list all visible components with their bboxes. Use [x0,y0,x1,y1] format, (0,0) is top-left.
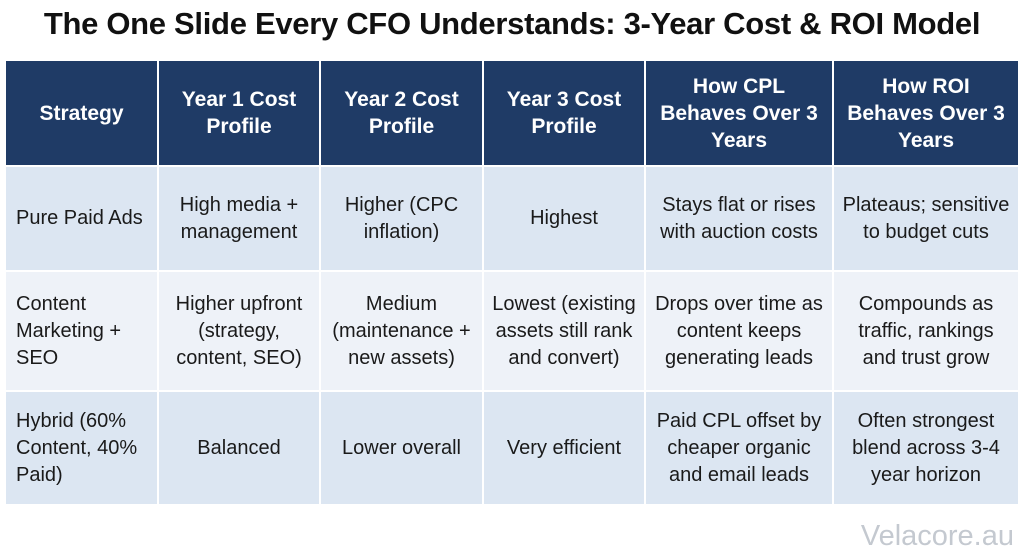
header-roi-behavior: How ROI Behaves Over 3 Years [833,61,1018,166]
cell-year1-cost: Higher upfront (strategy, content, SEO) [158,270,321,391]
cell-strategy: Content Marketing + SEO [6,270,159,391]
page-title: The One Slide Every CFO Understands: 3-Y… [43,6,981,41]
header-strategy: Strategy [6,61,159,166]
table-row: Pure Paid Ads High media + management Hi… [6,165,1018,271]
cell-year2-cost: Higher (CPC inflation) [320,165,484,271]
cell-year3-cost: Highest [483,165,646,271]
cell-year1-cost: Balanced [158,390,321,504]
cell-year1-cost: High media + management [158,165,321,271]
cell-year2-cost: Lower overall [320,390,484,504]
cell-year3-cost: Lowest (existing assets still rank and c… [483,270,646,391]
cell-year3-cost: Very efficient [483,390,646,504]
cell-strategy: Hybrid (60% Content, 40% Paid) [6,390,159,504]
cell-strategy: Pure Paid Ads [6,165,159,271]
cell-year2-cost: Medium (maintenance + new assets) [320,270,484,391]
cell-roi-behavior: Plateaus; sensitive to budget cuts [833,165,1018,271]
header-year1-cost: Year 1 Cost Profile [158,61,321,166]
cell-cpl-behavior: Drops over time as content keeps generat… [645,270,834,391]
watermark-text: Velacore.au [860,520,1014,552]
table-row: Hybrid (60% Content, 40% Paid) Balanced … [6,390,1018,504]
cost-roi-table: Strategy Year 1 Cost Profile Year 2 Cost… [6,61,1018,504]
cell-cpl-behavior: Stays flat or rises with auction costs [645,165,834,271]
header-year2-cost: Year 2 Cost Profile [320,61,484,166]
table-header-row: Strategy Year 1 Cost Profile Year 2 Cost… [6,61,1018,166]
cell-cpl-behavior: Paid CPL offset by cheaper organic and e… [645,390,834,504]
header-year3-cost: Year 3 Cost Profile [483,61,646,166]
cell-roi-behavior: Often strongest blend across 3-4 year ho… [833,390,1018,504]
cell-roi-behavior: Compounds as traffic, rankings and trust… [833,270,1018,391]
table-row: Content Marketing + SEO Higher upfront (… [6,270,1018,391]
header-cpl-behavior: How CPL Behaves Over 3 Years [645,61,834,166]
